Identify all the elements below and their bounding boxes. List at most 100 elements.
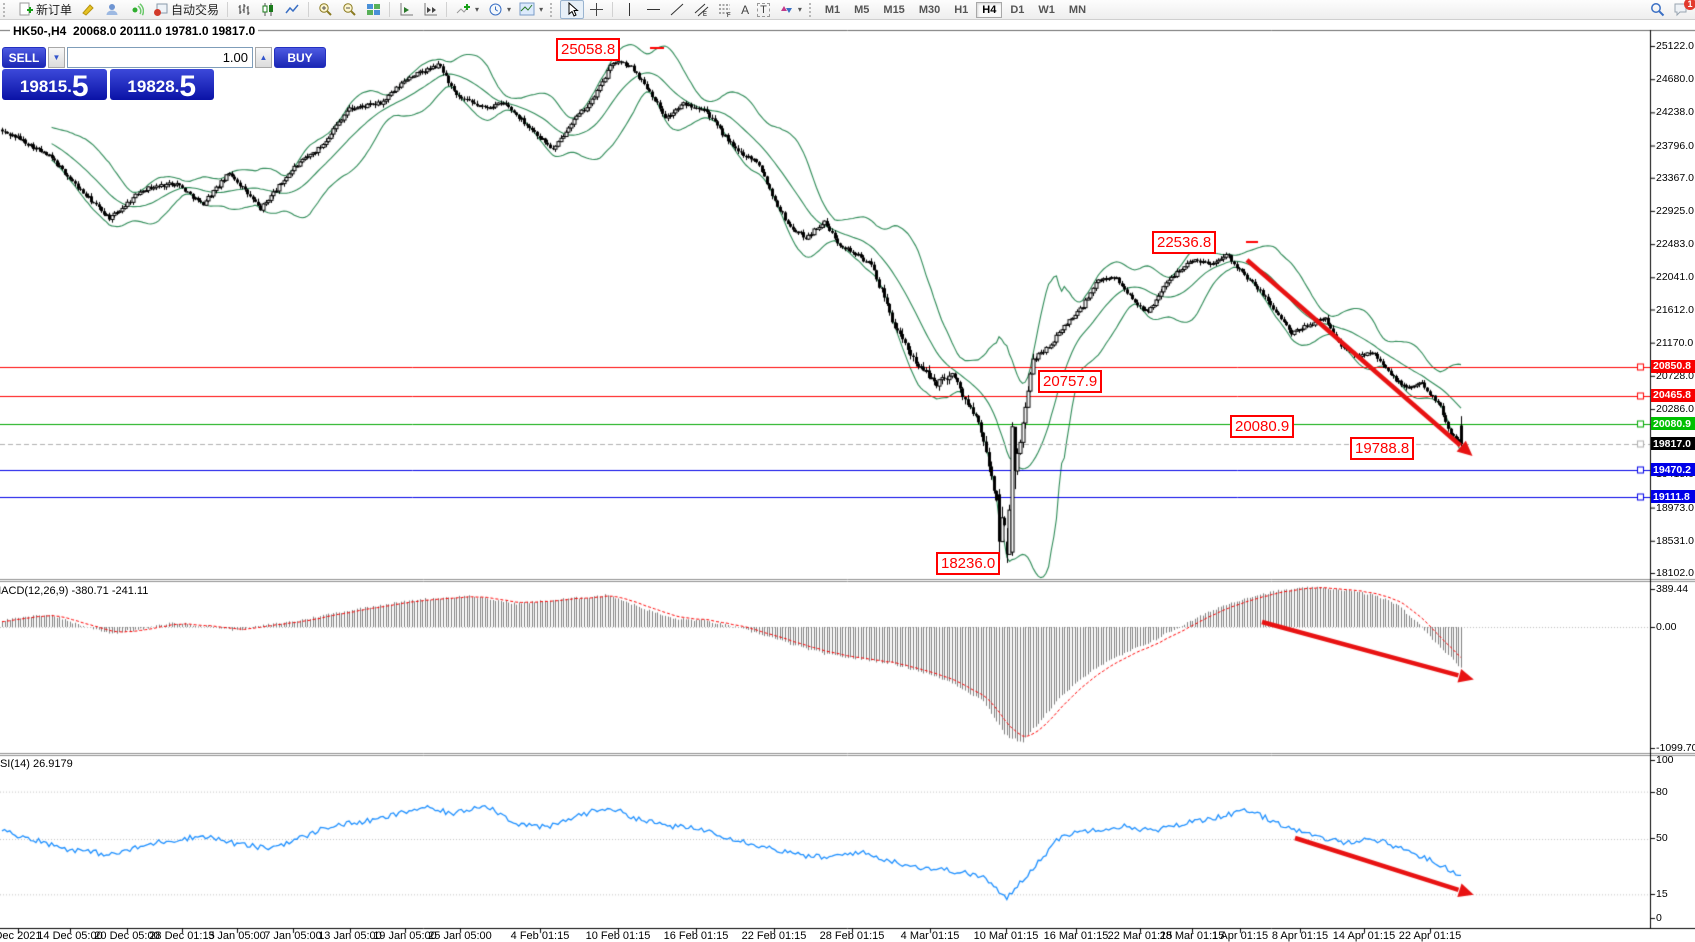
toolbar-separator [227, 2, 229, 17]
price-level-badge: 19111.8 [1651, 490, 1695, 504]
autotrading-label: 自动交易 [171, 3, 220, 17]
bar-chart-icon [236, 2, 252, 18]
rsi-axis-tick: 50 [1656, 832, 1668, 844]
text-tool-button[interactable]: A [737, 0, 753, 19]
periods-button[interactable]: ▾ [483, 0, 515, 19]
time-axis-label: 28 Dec 01:15 [149, 930, 215, 942]
cursor-tool-button[interactable] [560, 0, 585, 19]
time-axis-label: 4 Feb 01:15 [510, 930, 570, 942]
toolbar-grip [3, 2, 10, 17]
time-axis-label: 22 Apr 01:15 [1398, 930, 1462, 942]
auto-scroll-button[interactable] [418, 0, 442, 19]
price-level-badge: 19470.2 [1651, 463, 1695, 477]
chart-shift-button[interactable] [394, 0, 418, 19]
timeframe-button-h1[interactable]: H1 [954, 3, 969, 16]
crosshair-tool-button[interactable] [584, 0, 608, 19]
rsi-axis-tick: 100 [1656, 754, 1674, 766]
toolbar-separator [446, 2, 448, 17]
dropdown-caret-icon: ▾ [507, 5, 512, 14]
timeframe-button-m5[interactable]: M5 [854, 3, 870, 16]
text-label-icon: T [757, 2, 770, 17]
price-callout: 20757.9 [1038, 370, 1103, 393]
volume-decrease-button[interactable]: ▼ [48, 47, 65, 68]
price-level-badge: 20850.8 [1651, 359, 1695, 373]
zoom-out-button[interactable] [337, 0, 361, 19]
time-axis-label: 4 Mar 01:15 [900, 930, 960, 942]
rsi-axis-tick: 0 [1656, 912, 1662, 924]
signals-icon [128, 2, 144, 18]
price-callout: 25058.8 [556, 38, 621, 61]
bar-chart-button[interactable] [232, 0, 256, 19]
toolbar-separator [308, 2, 310, 17]
price-axis-tick: 21612.0 [1656, 303, 1694, 316]
volume-increase-button[interactable]: ▲ [255, 47, 272, 68]
toolbar-separator [612, 2, 614, 17]
price-axis-tick: 25122.0 [1656, 40, 1694, 52]
candlestick-chart-button[interactable] [256, 0, 280, 19]
dropdown-caret-icon: ▾ [475, 5, 480, 14]
macd-axis-tick: 389.44 [1656, 583, 1689, 595]
toolbar-right-group: 1 [1649, 0, 1695, 18]
timeframe-button-mn[interactable]: MN [1068, 3, 1087, 16]
time-axis-label: 8 Apr 01:15 [1271, 930, 1329, 942]
community-button[interactable] [100, 0, 124, 19]
chart-info-line: HK50-,H4 20068.0 20111.0 19781.0 19817.0 [10, 24, 259, 38]
indicators-button[interactable]: ▾ [451, 0, 483, 19]
metaeditor-button[interactable] [76, 0, 100, 19]
toolbar: 新订单 自动交易 [0, 0, 1695, 20]
timeframe-button-m30[interactable]: M30 [918, 3, 941, 16]
svg-text:E: E [703, 12, 707, 17]
price-axis-tick: 21170.0 [1656, 336, 1694, 349]
new-order-icon [17, 2, 33, 18]
text-label-tool-button[interactable]: T [753, 0, 774, 19]
sell-price-display[interactable]: 19815. 5 [2, 69, 107, 100]
vertical-line-tool-button[interactable] [617, 0, 641, 19]
chart-profiles-button[interactable]: ▾ [515, 0, 547, 19]
price-callout: 22536.8 [1152, 231, 1217, 254]
tile-windows-icon [365, 2, 381, 18]
notification-badge: 1 [1684, 0, 1695, 10]
timeframe-button-d1[interactable]: D1 [1010, 3, 1025, 16]
timeframe-button-m15[interactable]: M15 [883, 3, 905, 16]
line-chart-button[interactable] [280, 0, 304, 19]
buy-button[interactable]: BUY [274, 47, 326, 68]
timeframe-group: M1 M5 M15 M30 H1 H4 D1 W1 MN [819, 1, 1092, 18]
time-axis-label: 1 Apr 01:15 [1211, 930, 1269, 942]
zoom-in-button[interactable] [313, 0, 337, 19]
time-axis-label: 10 Mar 01:15 [973, 930, 1039, 942]
horizontal-line-icon [645, 2, 661, 18]
sell-button[interactable]: SELL [2, 47, 46, 68]
tile-windows-button[interactable] [361, 0, 385, 19]
buy-price-display[interactable]: 19828. 5 [109, 69, 214, 100]
toolbar-grip [550, 2, 557, 17]
search-icon[interactable] [1649, 2, 1665, 18]
notifications-icon[interactable]: 1 [1673, 0, 1695, 18]
timeframe-button-h4[interactable]: H4 [976, 1, 1003, 18]
equidistant-channel-tool-button[interactable]: E [689, 0, 713, 19]
price-level-badge: 19817.0 [1651, 437, 1695, 451]
volume-input[interactable] [67, 47, 253, 68]
timeframe-button-m1[interactable]: M1 [824, 3, 841, 16]
horizontal-line-tool-button[interactable] [641, 0, 665, 19]
toolbar-grip [808, 2, 816, 17]
fibonacci-icon: F [717, 2, 733, 18]
arrows-tool-button[interactable]: ▾ [774, 0, 806, 19]
text-tool-icon: A [741, 2, 750, 17]
fibonacci-tool-button[interactable]: F [713, 0, 737, 19]
new-order-button[interactable]: 新订单 [13, 0, 76, 19]
price-axis-tick: 24238.0 [1656, 106, 1694, 119]
price-callout: 18236.0 [936, 552, 1001, 575]
price-axis-tick: 22925.0 [1656, 204, 1694, 217]
time-axis-label: Dec 2021 [0, 930, 42, 942]
time-axis-label: 22 Mar 01:15 [1107, 930, 1173, 942]
autotrading-button[interactable]: 自动交易 [148, 0, 223, 19]
timeframe-button-w1[interactable]: W1 [1038, 3, 1055, 16]
time-axis-label: 10 Feb 01:15 [585, 930, 651, 942]
signals-button[interactable] [124, 0, 148, 19]
trendline-tool-button[interactable] [665, 0, 689, 19]
cursor-icon [564, 2, 580, 18]
price-axis-tick: 20728.0 [1656, 369, 1694, 382]
time-axis-label: 28 Mar 01:15 [1159, 930, 1225, 942]
price-axis-tick: 22483.0 [1656, 238, 1694, 251]
